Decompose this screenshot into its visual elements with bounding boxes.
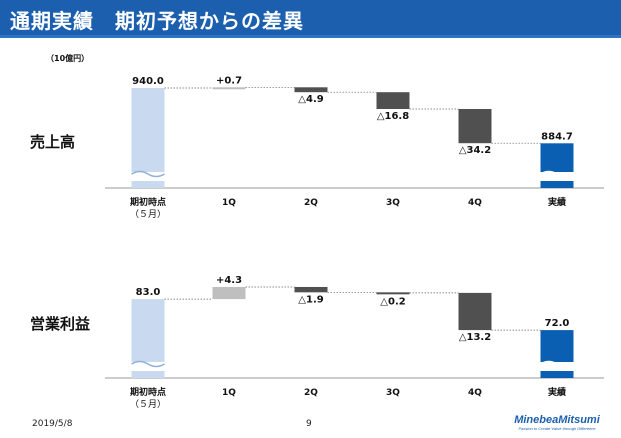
data-label: △0.2 bbox=[380, 296, 405, 307]
data-label: 83.0 bbox=[136, 287, 161, 298]
waterfall-bar bbox=[212, 286, 246, 300]
category-label: 1Q bbox=[222, 388, 236, 398]
logo-wordmark: MinebeaMitsumi bbox=[514, 414, 600, 426]
axis-break-wave bbox=[131, 170, 165, 178]
footer-date: 2019/5/8 bbox=[32, 419, 73, 429]
category-label: 3Q bbox=[386, 198, 400, 208]
data-label: +0.7 bbox=[216, 75, 242, 86]
data-label: △16.8 bbox=[377, 111, 409, 122]
chart-title-operating-income: 営業利益 bbox=[30, 315, 91, 333]
axis-break-gap bbox=[130, 172, 166, 181]
category-sublabel: （５月） bbox=[130, 209, 166, 220]
data-label: 884.7 bbox=[541, 131, 573, 142]
category-label: 2Q bbox=[304, 388, 318, 398]
category-label: 実績 bbox=[548, 196, 566, 208]
data-label: △4.9 bbox=[298, 94, 323, 105]
waterfall-bar bbox=[294, 87, 328, 93]
waterfall-bar bbox=[458, 109, 492, 144]
data-label: △34.2 bbox=[459, 145, 491, 156]
company-logo: MinebeaMitsumi Passion to Create Value t… bbox=[503, 414, 611, 432]
logo-tagline: Passion to Create Value through Differen… bbox=[518, 426, 596, 431]
page-number: 9 bbox=[306, 419, 312, 429]
category-label: 2Q bbox=[304, 198, 318, 208]
category-sublabel: （５月） bbox=[130, 399, 166, 410]
data-label: 940.0 bbox=[132, 76, 164, 87]
category-label: 1Q bbox=[222, 198, 236, 208]
waterfall-bar bbox=[376, 92, 410, 109]
axis-break-gap bbox=[130, 362, 166, 371]
data-label: △1.9 bbox=[298, 294, 323, 305]
slide-header: 通期実績 期初予想からの差異 bbox=[0, 0, 621, 38]
axis-break-gap bbox=[539, 362, 575, 371]
category-label: 期初時点 bbox=[130, 386, 166, 398]
data-label: △13.2 bbox=[459, 332, 491, 343]
slide-title: 通期実績 期初予想からの差異 bbox=[10, 9, 304, 33]
chart-title-sales: 売上高 bbox=[30, 133, 76, 151]
data-label: 72.0 bbox=[545, 318, 570, 329]
data-label: +4.3 bbox=[216, 275, 242, 286]
category-label: 4Q bbox=[468, 388, 482, 398]
axis-break-wave bbox=[540, 360, 574, 368]
waterfall-bar bbox=[376, 292, 410, 295]
unit-label: （10億円） bbox=[46, 54, 90, 63]
axis-break-wave bbox=[131, 360, 165, 368]
category-label: 3Q bbox=[386, 388, 400, 398]
axis-break-gap bbox=[539, 172, 575, 181]
category-label: 実績 bbox=[548, 386, 566, 398]
category-label: 4Q bbox=[468, 198, 482, 208]
waterfall-bar bbox=[212, 87, 246, 90]
category-label: 期初時点 bbox=[130, 196, 166, 208]
waterfall-bar bbox=[540, 143, 574, 188]
waterfall-bar bbox=[458, 292, 492, 331]
waterfall-bar bbox=[294, 286, 328, 293]
axis-break-wave bbox=[540, 170, 574, 178]
